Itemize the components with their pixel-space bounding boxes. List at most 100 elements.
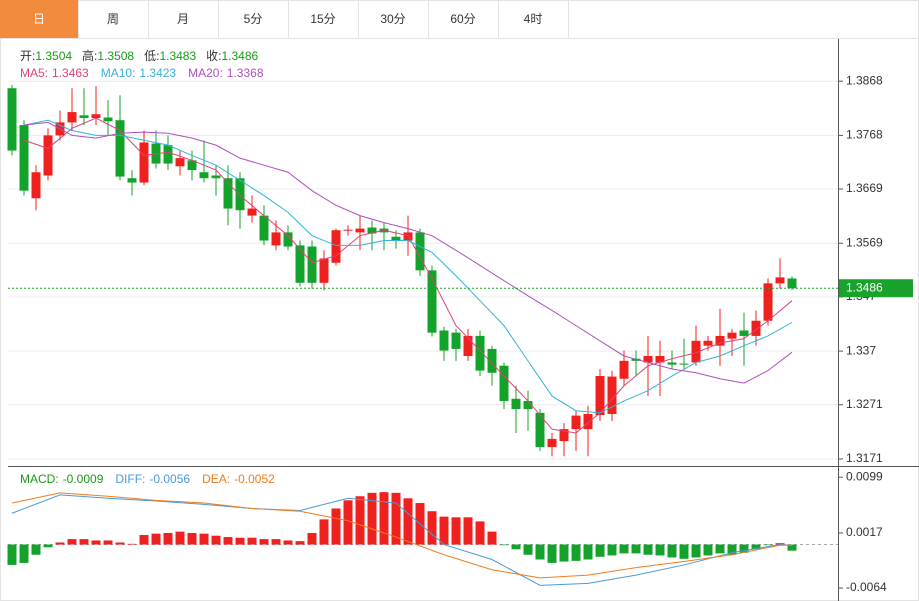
- legend-text: DIFF:: [115, 472, 145, 486]
- macd-bar: [631, 544, 641, 554]
- macd-bar: [7, 544, 17, 565]
- candle-body: [367, 227, 377, 234]
- macd-bar: [751, 544, 761, 550]
- macd-bar: [499, 544, 509, 546]
- macd-bar: [199, 533, 209, 545]
- tab[interactable]: 15分: [310, 12, 335, 26]
- macd-bar: [367, 492, 377, 545]
- candle-body: [7, 88, 17, 151]
- candle-body: [619, 360, 629, 379]
- macd-bar: [307, 532, 317, 545]
- candle-body: [607, 376, 617, 414]
- candle-body: [43, 135, 53, 176]
- candle-body: [235, 178, 245, 211]
- macd-bar: [487, 531, 497, 545]
- candle-body: [187, 160, 197, 171]
- candle-body: [355, 228, 365, 233]
- y-tick-label: 0.0017: [846, 525, 883, 539]
- macd-bar: [763, 544, 773, 546]
- macd-bar: [403, 498, 413, 545]
- candle-body: [775, 277, 785, 284]
- macd-bar: [475, 521, 485, 545]
- macd-bar: [331, 508, 341, 545]
- candle-body: [223, 178, 233, 209]
- y-tick-label: 0.0099: [846, 469, 883, 483]
- candle-body: [595, 376, 605, 416]
- macd-bar: [43, 544, 53, 548]
- tab[interactable]: 30分: [380, 12, 405, 26]
- macd-bar: [55, 542, 65, 545]
- candle-body: [295, 245, 305, 283]
- macd-bar: [319, 519, 329, 545]
- candle-body: [499, 365, 509, 401]
- macd-bar: [715, 544, 725, 554]
- macd-bar: [115, 542, 125, 545]
- candle-body: [19, 125, 29, 191]
- macd-bar: [727, 544, 737, 555]
- legend-text: -0.0009: [63, 472, 104, 486]
- y-tick-label: 1.3171: [846, 451, 883, 465]
- tab[interactable]: 5分: [244, 12, 263, 26]
- candle-body: [631, 358, 641, 361]
- macd-bar: [79, 539, 89, 545]
- macd-bar: [439, 516, 449, 545]
- legend-text: 1.3483: [159, 49, 196, 63]
- candle-body: [763, 283, 773, 321]
- macd-bar: [787, 544, 797, 551]
- macd-bar: [175, 531, 185, 545]
- candle-body: [559, 429, 569, 442]
- legend-text: 1.3423: [139, 66, 176, 80]
- candle-body: [127, 178, 137, 183]
- candle-body: [307, 246, 317, 283]
- last-price-label: 1.3486: [846, 280, 883, 294]
- macd-bar: [535, 544, 545, 560]
- candle-body: [679, 363, 689, 365]
- candle-body: [283, 232, 293, 247]
- macd-bar: [679, 544, 689, 559]
- candle-body: [163, 145, 173, 164]
- macd-bar: [223, 537, 233, 545]
- candle-body: [247, 208, 257, 216]
- tab[interactable]: 周: [107, 12, 119, 26]
- candle-body: [751, 320, 761, 336]
- legend-text: MA5:: [20, 66, 48, 80]
- legend-text: 1.3463: [52, 66, 89, 80]
- candle-body: [691, 340, 701, 363]
- macd-bar: [211, 535, 221, 545]
- legend-text: 收:: [206, 49, 221, 63]
- line: [23, 119, 793, 414]
- tab[interactable]: 日: [33, 12, 45, 26]
- macd-bar: [583, 544, 593, 560]
- candle-body: [655, 355, 665, 363]
- macd-bar: [247, 537, 257, 545]
- legend-text: 1.3508: [97, 49, 134, 63]
- candle-body: [715, 335, 725, 346]
- candle-body: [451, 332, 461, 349]
- macd-bar: [523, 544, 533, 555]
- candle-body: [571, 415, 581, 430]
- legend-text: MA20:: [188, 66, 223, 80]
- macd-bar: [295, 541, 305, 545]
- macd-bar: [451, 517, 461, 545]
- line: [11, 494, 793, 586]
- tab[interactable]: 60分: [450, 12, 475, 26]
- macd-bar: [127, 543, 137, 545]
- y-tick-label: 1.3768: [846, 128, 883, 142]
- y-tick-label: 1.3271: [846, 397, 883, 411]
- macd-bar: [391, 492, 401, 545]
- candle-body: [259, 215, 269, 241]
- candle-body: [31, 172, 41, 199]
- tab[interactable]: 4时: [524, 12, 543, 26]
- candle-body: [211, 175, 221, 179]
- macd-bar: [559, 544, 569, 562]
- tab[interactable]: 月: [177, 12, 189, 26]
- candle-body: [103, 117, 113, 122]
- macd-bar: [187, 532, 197, 545]
- macd-bar: [91, 540, 101, 545]
- macd-bar: [343, 500, 353, 545]
- candle-body: [703, 340, 713, 346]
- y-tick-label: 1.3669: [846, 181, 883, 195]
- macd-bar: [271, 539, 281, 545]
